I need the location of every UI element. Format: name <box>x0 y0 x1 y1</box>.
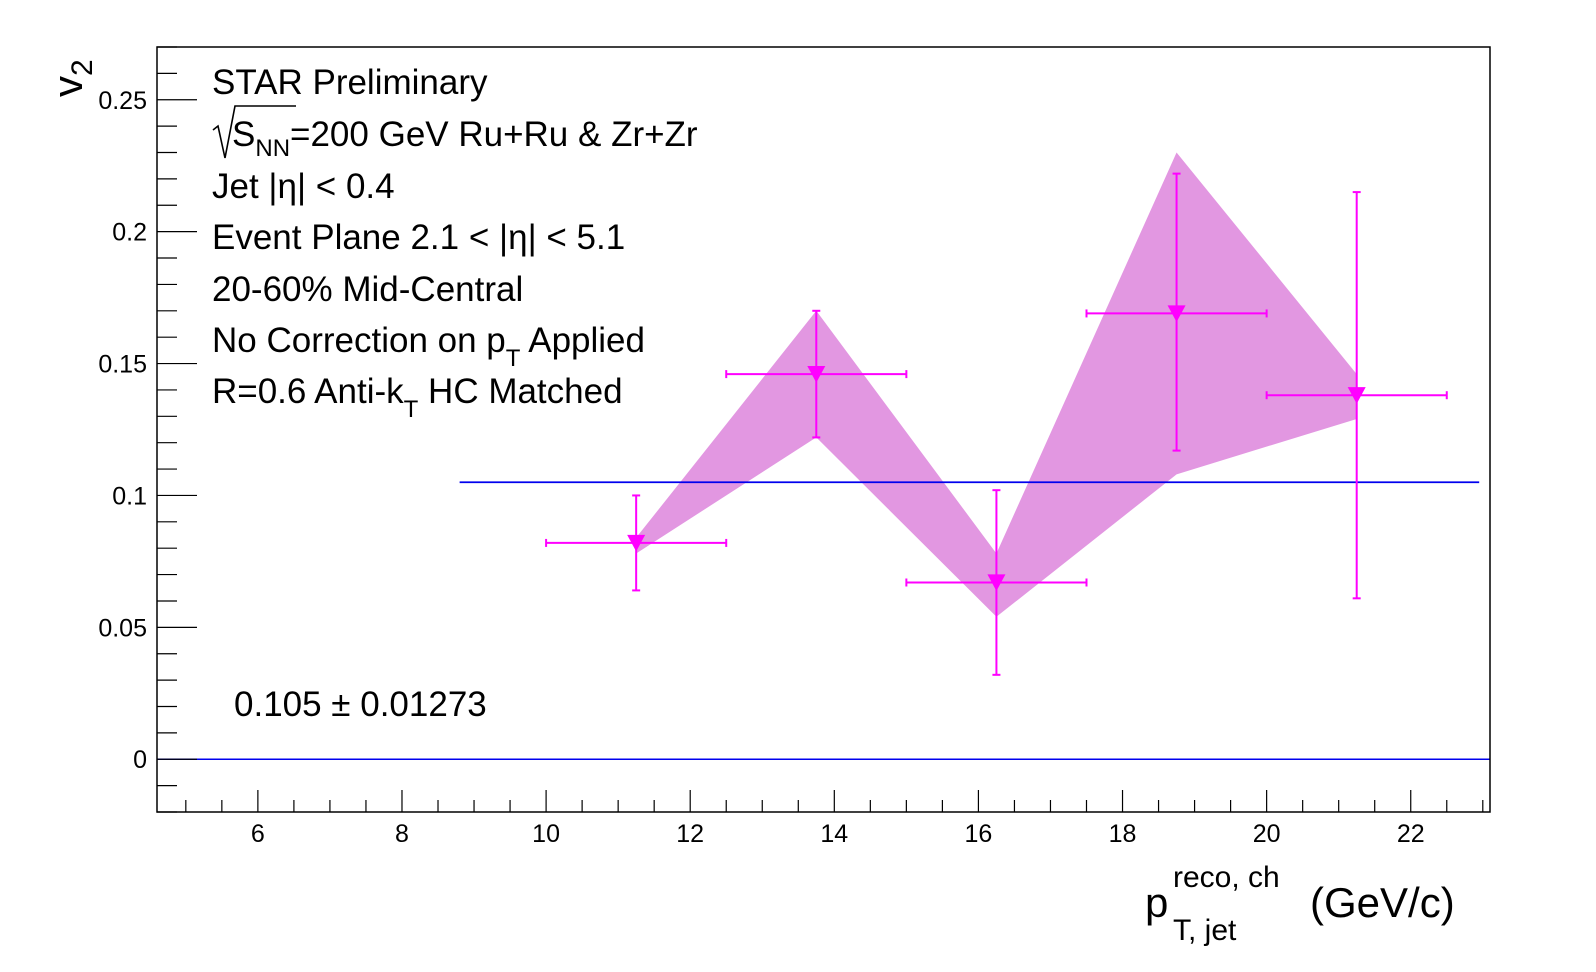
y-axis-title: v2 <box>44 59 99 97</box>
x-axis-title: p reco, ch T, jet (GeV/c) <box>1145 861 1455 947</box>
annotation-centrality: 20-60% Mid-Central <box>212 270 523 309</box>
data-point <box>627 534 646 552</box>
x-tick-label: 18 <box>1109 820 1137 848</box>
jet-def-after: HC Matched <box>418 372 622 411</box>
y-axis-title-main: v <box>44 76 91 97</box>
annotation-block: STAR Preliminary SNN=200 GeV Ru+Ru & Zr+… <box>212 63 698 423</box>
x-tick-label: 20 <box>1253 820 1281 848</box>
x-axis-title-main: p <box>1145 879 1168 926</box>
correction-before: No Correction on p <box>212 321 506 360</box>
jet-def-sub: T <box>404 396 419 423</box>
y-tick-label: 0 <box>133 746 147 774</box>
y-tick-label: 0.2 <box>112 219 147 247</box>
x-axis-title-superscript: reco, ch <box>1173 861 1280 894</box>
data-point <box>1347 387 1366 404</box>
annotation-correction: No Correction on pT Applied <box>212 321 645 372</box>
annotation-event-plane: Event Plane 2.1 < |η| < 5.1 <box>212 218 625 257</box>
x-tick-label: 6 <box>251 820 265 848</box>
annotation-jet-eta: Jet |η| < 0.4 <box>212 167 395 206</box>
energy-rest: =200 GeV Ru+Ru & Zr+Zr <box>290 115 698 154</box>
energy-nn: NN <box>255 135 290 162</box>
sqrt-icon <box>212 105 296 159</box>
x-tick-label: 16 <box>965 820 993 848</box>
annotation-energy: SNN=200 GeV Ru+Ru & Zr+Zr <box>212 105 698 162</box>
annotation-energy-text: SNN=200 GeV Ru+Ru & Zr+Zr <box>232 115 698 162</box>
y-axis-title-subscript: 2 <box>66 59 99 76</box>
y-tick-label: 0.25 <box>98 87 147 115</box>
y-tick-label: 0.15 <box>98 351 147 379</box>
data-point <box>807 366 826 383</box>
annotation-preliminary: STAR Preliminary <box>212 63 488 102</box>
correction-sub: T <box>506 345 521 372</box>
data-point <box>987 574 1006 592</box>
jet-def-before: R=0.6 Anti-k <box>212 372 404 411</box>
y-tick-label: 0.1 <box>112 482 147 510</box>
x-tick-label: 22 <box>1397 820 1425 848</box>
x-axis-title-subscript: T, jet <box>1173 914 1237 947</box>
x-tick-label: 10 <box>532 820 560 848</box>
annotation-jet-def: R=0.6 Anti-kT HC Matched <box>212 372 623 423</box>
x-tick-label: 8 <box>395 820 409 848</box>
x-axis-title-unit: (GeV/c) <box>1310 879 1455 926</box>
data-point <box>1167 305 1186 322</box>
fit-result-text: 0.105 ± 0.01273 <box>234 685 487 724</box>
correction-after: Applied <box>520 321 645 360</box>
plot-layer: 6 8 10 12 14 16 18 20 22 0 0.05 0.1 0.15 0.2 0.25 <box>98 46 1491 848</box>
plot-frame <box>156 46 1491 813</box>
energy-s: S <box>232 115 255 154</box>
y-tick-label: 0.05 <box>98 614 147 642</box>
x-tick-label: 12 <box>676 820 704 848</box>
x-tick-label: 14 <box>820 820 848 848</box>
